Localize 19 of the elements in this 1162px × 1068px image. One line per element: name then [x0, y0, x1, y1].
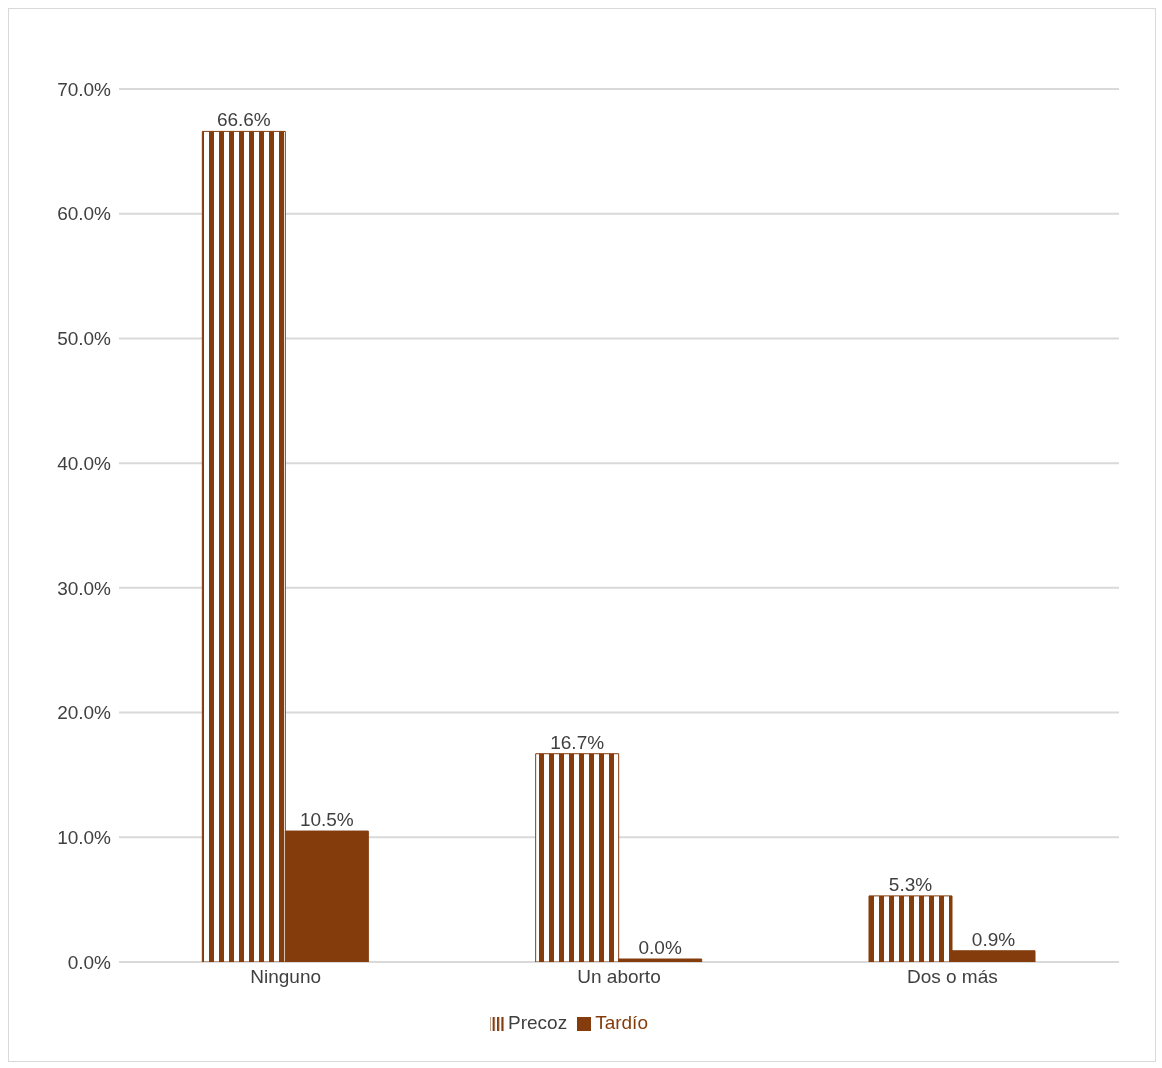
data-label: 0.9% — [971, 928, 1016, 950]
y-tick-label: 30.0% — [57, 577, 112, 599]
y-tick-label: 60.0% — [57, 203, 112, 225]
y-tick-label: 40.0% — [57, 452, 112, 474]
data-label: 0.0% — [638, 937, 682, 958]
data-label: 5.3% — [888, 873, 933, 895]
x-tick-label: Ninguno — [250, 966, 322, 988]
y-tick-label: 0.0% — [67, 951, 112, 973]
data-label: 16.7% — [550, 731, 605, 753]
data-label: 10.5% — [299, 809, 354, 831]
y-tick-label: 50.0% — [57, 328, 112, 350]
x-tick-label: Dos o más — [906, 966, 998, 988]
x-tick-label: Un aborto — [577, 966, 661, 988]
data-label: 66.6% — [216, 109, 271, 131]
y-tick-label: 10.0% — [57, 827, 112, 849]
y-tick-label: 20.0% — [57, 702, 112, 724]
legend-label: Tardío — [595, 1012, 648, 1033]
legend-label: Precoz — [508, 1012, 568, 1033]
y-tick-label: 70.0% — [57, 78, 112, 100]
